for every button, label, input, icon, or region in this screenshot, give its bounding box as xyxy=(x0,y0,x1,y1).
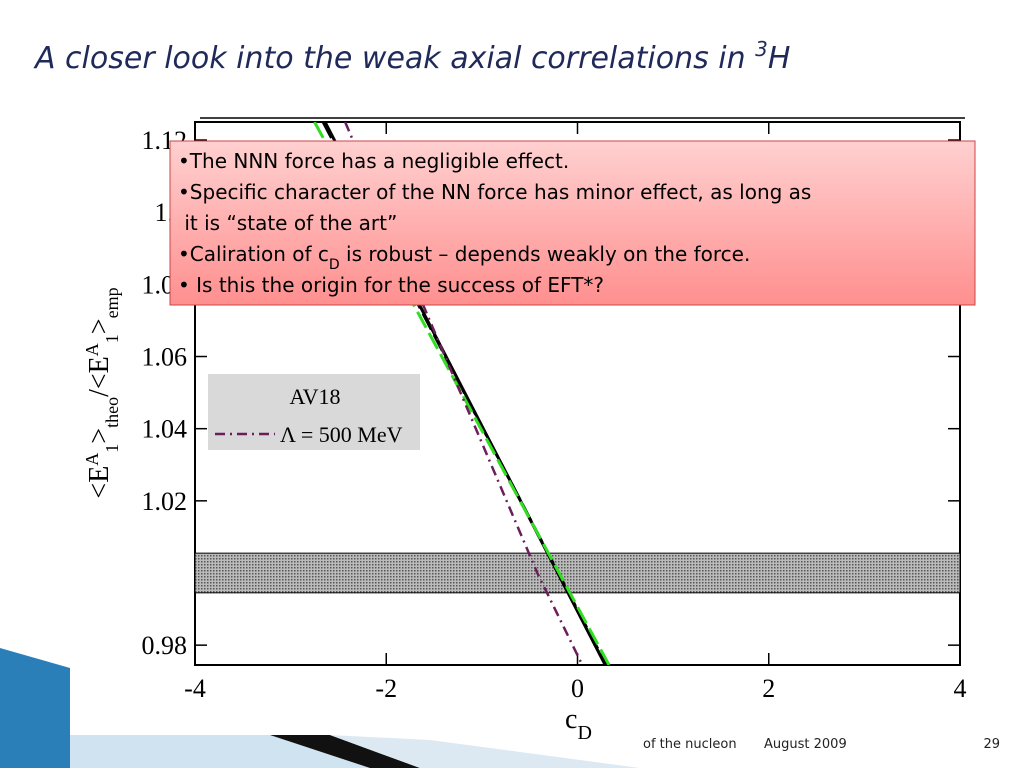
slide-title: A closer look into the weak axial correl… xyxy=(33,37,790,76)
footer-text: 29 xyxy=(983,737,1000,752)
bullet-line: •The NNN force has a negligible effect. xyxy=(178,149,569,173)
y-label-part: emp xyxy=(102,287,122,318)
bullet-text: •Caliration of c xyxy=(178,242,329,266)
x-tick-label: 2 xyxy=(762,674,775,703)
bullet-text: it is “state of the art” xyxy=(178,211,397,235)
y-label-part: 1 xyxy=(102,334,122,343)
footer-text: of the nucleon xyxy=(643,737,737,752)
bullet-text: •The NNN force has a negligible effect. xyxy=(178,149,569,173)
y-label-part: theo xyxy=(102,397,122,428)
bullet-line: •Specific character of the NN force has … xyxy=(178,180,811,204)
x-tick-label: -4 xyxy=(184,674,206,703)
y-tick-label: 0.98 xyxy=(142,631,188,660)
y-label-part: > xyxy=(84,318,115,334)
y-label-part: A xyxy=(82,453,102,466)
bullet-text: D xyxy=(329,257,340,273)
bullet-text: • Is this the origin for the success of … xyxy=(178,273,604,297)
legend-box xyxy=(208,374,420,450)
footer-text: August 2009 xyxy=(764,737,847,752)
title-part: H xyxy=(768,41,791,76)
x-tick-label: 4 xyxy=(954,674,967,703)
decoration xyxy=(330,735,640,768)
decoration xyxy=(270,735,420,768)
y-label-part: 1 xyxy=(102,444,122,453)
x-axis-label: cD xyxy=(565,704,592,744)
x-tick-label: -2 xyxy=(375,674,397,703)
note-box xyxy=(169,140,976,306)
y-tick-label: 1.02 xyxy=(142,487,188,516)
y-label-part: <E xyxy=(84,466,115,499)
decoration xyxy=(0,648,70,768)
y-tick-label: 1.04 xyxy=(142,415,188,444)
x-label-part: D xyxy=(577,722,591,744)
bullet-line: • Is this the origin for the success of … xyxy=(178,273,604,297)
x-label-part: c xyxy=(565,704,577,735)
legend-label: AV18 xyxy=(290,384,341,409)
bullet-line: •Caliration of cD is robust – depends we… xyxy=(178,242,750,273)
bullet-text: is robust – depends weakly on the force. xyxy=(340,242,751,266)
y-label-part: A xyxy=(82,343,102,356)
x-tick-label: 0 xyxy=(571,674,584,703)
y-label-part: > xyxy=(84,428,115,444)
title-part: A closer look into the weak axial correl… xyxy=(33,41,755,76)
y-tick-label: 1.06 xyxy=(142,343,188,372)
title-part: 3 xyxy=(755,37,768,61)
uncertainty-band xyxy=(194,552,961,594)
y-label-part: /<E xyxy=(84,356,115,397)
legend-label: Λ = 500 MeV xyxy=(280,422,403,447)
y-axis-label: <EA1>theo/<EA1>emp xyxy=(82,287,122,498)
bullet-text: •Specific character of the NN force has … xyxy=(178,180,811,204)
bullet-line: it is “state of the art” xyxy=(178,211,397,235)
